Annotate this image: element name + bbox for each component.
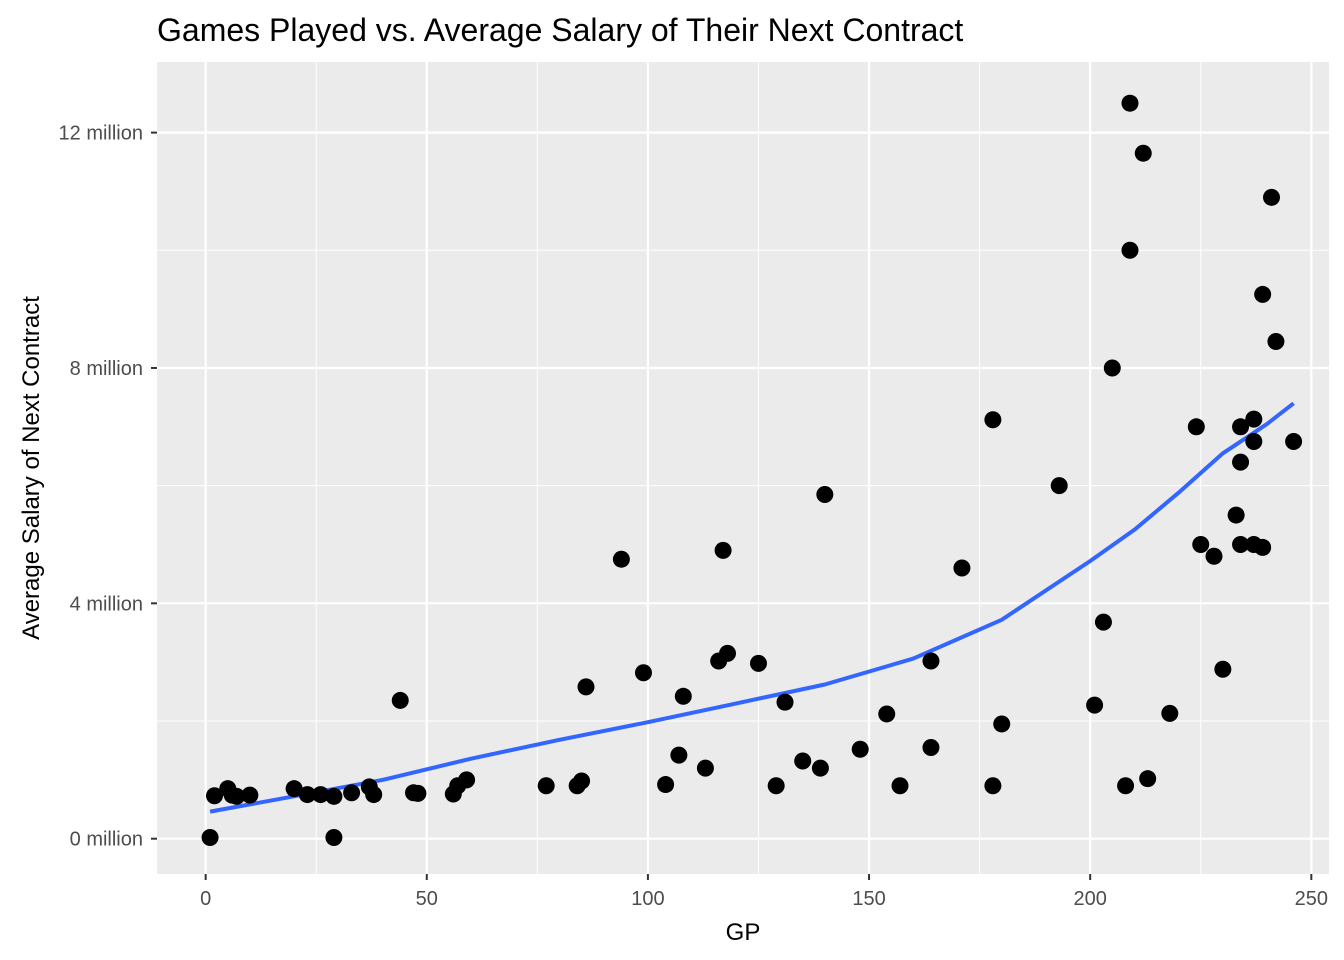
data-point <box>1245 433 1263 451</box>
data-point <box>325 829 343 847</box>
data-point <box>298 786 316 804</box>
data-point <box>634 664 652 682</box>
data-point <box>794 752 812 770</box>
data-point <box>891 777 909 795</box>
grid-lines <box>157 62 1329 874</box>
x-tick-label: 0 <box>200 888 211 910</box>
data-point <box>922 738 940 756</box>
data-point <box>1245 410 1263 428</box>
x-tick-label: 50 <box>416 888 438 910</box>
y-tick-label: 0 million <box>70 829 143 851</box>
data-point <box>767 777 785 795</box>
data-point <box>816 485 834 503</box>
y-tick-label: 12 million <box>59 123 143 145</box>
data-point <box>228 787 246 805</box>
data-point <box>201 829 219 847</box>
data-point <box>458 771 476 789</box>
data-point <box>573 772 591 790</box>
smooth-trend-line <box>209 401 1295 814</box>
x-tick-label: 200 <box>1073 888 1106 910</box>
data-point <box>312 786 330 804</box>
data-point <box>696 759 714 777</box>
data-point <box>811 759 829 777</box>
data-point <box>537 777 555 795</box>
x-axis-title: GP <box>726 919 761 946</box>
data-point <box>878 705 896 723</box>
data-point <box>1232 535 1250 553</box>
data-point <box>1232 418 1250 436</box>
data-point <box>343 784 361 802</box>
y-axis-title: Average Salary of Next Contract <box>18 296 45 640</box>
data-points <box>201 94 1303 847</box>
data-point <box>670 746 688 764</box>
plot-panel <box>157 62 1329 874</box>
data-point <box>674 687 692 705</box>
data-point <box>1094 613 1112 631</box>
x-tick-label: 100 <box>631 888 664 910</box>
data-point <box>1205 547 1223 565</box>
x-tick-label: 250 <box>1295 888 1328 910</box>
axis-ticks: 0 50 100 150 200 250 0 million 4 million 8 milli… <box>59 123 1328 910</box>
data-point <box>714 541 732 559</box>
y-tick-label: 8 million <box>70 358 143 380</box>
data-point <box>1103 359 1121 377</box>
data-point <box>749 654 767 672</box>
data-point <box>922 652 940 670</box>
data-point <box>1254 538 1272 556</box>
data-point <box>1227 506 1245 524</box>
data-point <box>365 786 383 804</box>
data-point <box>325 787 343 805</box>
data-point <box>1050 477 1068 495</box>
data-point <box>657 776 675 794</box>
data-point <box>612 550 630 568</box>
data-point <box>1117 777 1135 795</box>
y-tick-label: 4 million <box>70 593 143 615</box>
data-point <box>1192 535 1210 553</box>
data-point <box>984 411 1002 429</box>
data-point <box>1161 704 1179 722</box>
data-point <box>1232 453 1250 471</box>
data-point <box>1134 144 1152 162</box>
data-point <box>993 715 1011 733</box>
data-point <box>1267 332 1285 350</box>
x-tick-label: 150 <box>852 888 885 910</box>
data-point <box>1086 696 1104 714</box>
chart-title: Games Played vs. Average Salary of Their… <box>157 12 963 48</box>
data-point <box>285 780 303 798</box>
data-point <box>205 787 223 805</box>
data-point <box>1139 770 1157 788</box>
data-point <box>1187 418 1205 436</box>
data-point <box>241 786 259 804</box>
data-point <box>1214 660 1232 678</box>
data-point <box>577 678 595 696</box>
data-point <box>851 740 869 758</box>
data-point <box>1285 433 1303 451</box>
data-point <box>953 559 971 577</box>
data-point <box>391 691 409 709</box>
data-point <box>719 644 737 662</box>
data-point <box>776 693 794 711</box>
data-point <box>1121 241 1139 259</box>
data-point <box>1121 94 1139 112</box>
data-point <box>1254 285 1272 303</box>
data-point <box>409 784 427 802</box>
data-point <box>1263 188 1281 206</box>
data-point <box>984 777 1002 795</box>
